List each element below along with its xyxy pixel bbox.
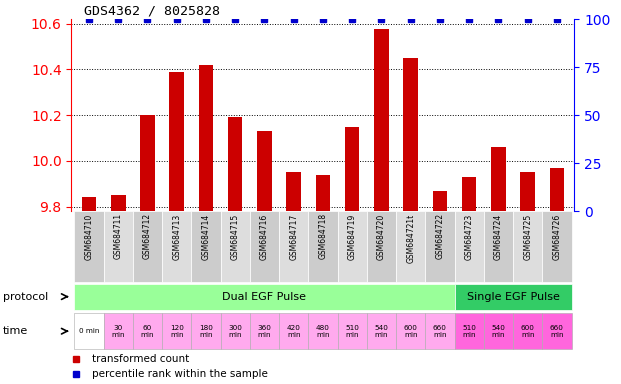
Bar	[75, 211, 104, 282]
Bar	[75, 313, 104, 349]
Text: 420
min: 420 min	[287, 325, 301, 338]
Bar	[191, 313, 220, 349]
Bar	[513, 313, 542, 349]
Bar	[433, 190, 447, 211]
Bar	[455, 284, 571, 310]
Text: GSM684714: GSM684714	[201, 214, 211, 260]
Bar	[455, 211, 484, 282]
Bar	[250, 313, 279, 349]
Text: 300
min: 300 min	[229, 325, 242, 338]
Bar	[199, 65, 213, 211]
Text: 510
min: 510 min	[462, 325, 476, 338]
Text: GSM684723: GSM684723	[465, 214, 474, 260]
Text: GSM684725: GSM684725	[523, 214, 532, 260]
Bar	[308, 313, 338, 349]
Bar	[542, 313, 571, 349]
Text: GSM684716: GSM684716	[260, 214, 269, 260]
Bar	[220, 313, 250, 349]
Bar	[425, 313, 455, 349]
Bar	[345, 127, 360, 211]
Bar	[140, 115, 155, 211]
Bar	[286, 172, 301, 211]
Bar	[75, 284, 455, 310]
Text: 0 min: 0 min	[79, 328, 99, 334]
Bar	[250, 211, 279, 282]
Text: 660
min: 660 min	[550, 325, 564, 338]
Text: 180
min: 180 min	[199, 325, 213, 338]
Text: Single EGF Pulse: Single EGF Pulse	[466, 291, 560, 302]
Text: 600
min: 600 min	[404, 325, 417, 338]
Bar	[111, 195, 125, 211]
Text: GSM684719: GSM684719	[348, 214, 356, 260]
Text: protocol: protocol	[3, 291, 48, 302]
Text: GSM684712: GSM684712	[143, 214, 152, 260]
Bar	[513, 211, 542, 282]
Bar	[191, 211, 220, 282]
Bar	[484, 211, 513, 282]
Text: percentile rank within the sample: percentile rank within the sample	[91, 369, 268, 379]
Bar	[220, 211, 250, 282]
Text: 360
min: 360 min	[258, 325, 271, 338]
Bar	[228, 118, 242, 211]
Text: GSM684715: GSM684715	[230, 214, 240, 260]
Bar	[542, 211, 571, 282]
Text: 30
min: 30 min	[111, 325, 125, 338]
Bar	[279, 211, 308, 282]
Bar	[133, 313, 162, 349]
Bar	[462, 177, 476, 211]
Bar	[396, 211, 425, 282]
Bar	[133, 211, 162, 282]
Bar	[396, 313, 425, 349]
Bar	[162, 211, 191, 282]
Bar	[374, 30, 389, 211]
Bar	[338, 313, 367, 349]
Text: GSM684710: GSM684710	[84, 214, 94, 260]
Text: time: time	[3, 326, 29, 336]
Text: GSM684717: GSM684717	[289, 214, 298, 260]
Bar	[81, 197, 96, 211]
Text: GSM684720: GSM684720	[377, 214, 386, 260]
Text: 540
min: 540 min	[491, 325, 505, 338]
Bar	[308, 211, 338, 282]
Text: GSM684721t: GSM684721t	[406, 214, 415, 263]
Bar	[550, 168, 564, 211]
Bar	[162, 313, 191, 349]
Bar	[491, 147, 505, 211]
Bar	[104, 313, 133, 349]
Text: 660
min: 660 min	[433, 325, 447, 338]
Text: 480
min: 480 min	[316, 325, 330, 338]
Bar	[484, 313, 513, 349]
Text: transformed count: transformed count	[91, 354, 189, 364]
Text: Dual EGF Pulse: Dual EGF Pulse	[222, 291, 306, 302]
Text: GSM684711: GSM684711	[114, 214, 123, 260]
Bar	[520, 172, 535, 211]
Bar	[104, 211, 133, 282]
Text: GSM684726: GSM684726	[552, 214, 561, 260]
Bar	[315, 175, 330, 211]
Bar	[367, 211, 396, 282]
Bar	[404, 58, 418, 211]
Text: 600
min: 600 min	[520, 325, 535, 338]
Bar	[338, 211, 367, 282]
Bar	[279, 313, 308, 349]
Text: GSM684718: GSM684718	[319, 214, 327, 260]
Bar	[367, 313, 396, 349]
Text: 60
min: 60 min	[141, 325, 154, 338]
Text: 540
min: 540 min	[374, 325, 388, 338]
Text: GSM684724: GSM684724	[494, 214, 503, 260]
Text: GSM684722: GSM684722	[435, 214, 445, 260]
Bar	[425, 211, 455, 282]
Bar	[170, 72, 184, 211]
Bar	[455, 313, 484, 349]
Text: 510
min: 510 min	[345, 325, 359, 338]
Bar	[257, 131, 272, 211]
Text: 120
min: 120 min	[170, 325, 184, 338]
Text: GDS4362 / 8025828: GDS4362 / 8025828	[84, 4, 220, 17]
Text: GSM684713: GSM684713	[172, 214, 181, 260]
